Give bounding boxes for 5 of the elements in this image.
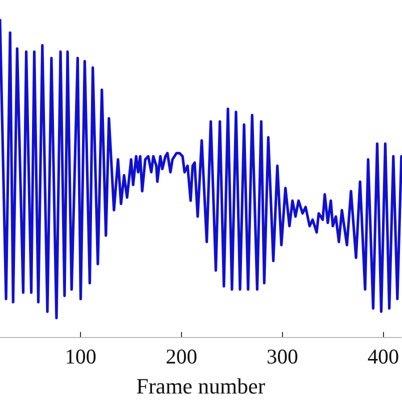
x-tick-label: 400 (368, 344, 399, 368)
x-tick-label: 200 (166, 344, 198, 368)
x-tick-label: 300 (266, 344, 298, 368)
x-tick-label: 100 (64, 344, 96, 368)
x-axis-title: Frame number (136, 374, 266, 398)
